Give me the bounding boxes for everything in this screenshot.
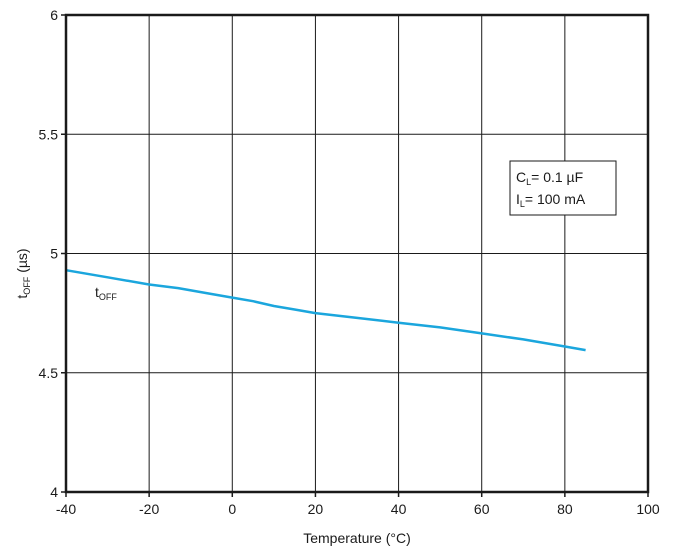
test-conditions-box: CL= 0.1 µF IL= 100 mA (509, 160, 617, 216)
y-axis-title: tOFF (µs) (14, 248, 32, 298)
x-tick-label: -20 (139, 501, 159, 517)
series-layer (65, 268, 586, 352)
x-tick-label: 0 (228, 501, 236, 517)
x-tick-label: 60 (474, 501, 490, 517)
x-tick-label: 20 (308, 501, 324, 517)
x-tick-label: 100 (636, 501, 660, 517)
y-tick-label: 5.5 (39, 126, 59, 142)
x-tick-label: 80 (557, 501, 573, 517)
y-tick-label: 4 (50, 484, 58, 500)
y-tick-label: 6 (50, 7, 58, 23)
x-tick-label: 40 (391, 501, 407, 517)
y-axis-ticks: 4 4.5 5 5.5 6 (39, 7, 66, 500)
x-axis-ticks: -40 -20 0 20 40 60 80 100 (56, 492, 660, 517)
grid-lines (65, 14, 649, 493)
condition-load-current: IL= 100 mA (516, 191, 586, 209)
test-conditions-frame (509, 160, 617, 216)
x-axis-title: Temperature (°C) (303, 530, 411, 546)
x-tick-label: -40 (56, 501, 76, 517)
y-tick-label: 4.5 (39, 365, 59, 381)
plot-frame (64, 13, 650, 494)
series-label-toff: tOFF (95, 284, 117, 302)
condition-load-capacitance: CL= 0.1 µF (516, 169, 583, 187)
y-tick-label: 5 (50, 246, 58, 262)
series-line-toff (65, 268, 586, 352)
